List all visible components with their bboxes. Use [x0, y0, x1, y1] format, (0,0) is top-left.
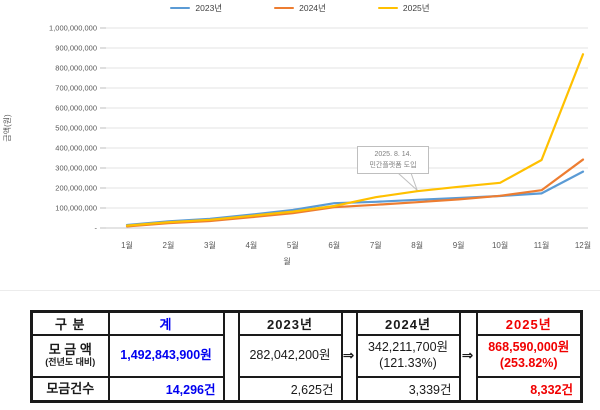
x-axis-tick-label: 12월 [575, 240, 591, 250]
x-axis-tick-label: 9월 [453, 240, 465, 250]
count-2025: 8,332건 [475, 375, 583, 403]
y-axis-tick-label: 800,000,000 [55, 64, 97, 73]
legend-item-2024: 2024년 [274, 2, 326, 14]
y-axis-tick-label: 300,000,000 [55, 164, 97, 173]
header-total: 계 [107, 310, 225, 336]
count-2024: 3,339건 [355, 375, 461, 403]
x-axis-title: 월 [283, 256, 290, 266]
amount-2025-pct: (253.82%) [499, 355, 558, 370]
annotation-callout: 2025. 8. 14. 민간플랫폼 도입 [357, 146, 429, 175]
summary-table-wrap: 구 분 계 2023년 ⇒ 2024년 ⇒ 2025년 모 금 액 (전년도 대… [30, 310, 583, 403]
amount-2024-pct: (121.33%) [379, 355, 437, 370]
x-axis-tick-label: 11월 [534, 240, 550, 250]
amount-2023: 282,042,200원 [237, 333, 343, 378]
gap-column-3: ⇒ [458, 310, 478, 403]
y-axis-tick-label: 700,000,000 [55, 84, 97, 93]
amount-row-label: 모 금 액 (전년도 대비) [30, 333, 110, 378]
series-line-2025년 [125, 53, 585, 227]
annotation-date: 2025. 8. 14. [374, 151, 412, 158]
x-axis-tick-label: 8월 [411, 240, 423, 250]
chart-table-divider [0, 290, 600, 291]
header-category: 구 분 [30, 310, 110, 336]
amount-total: 1,492,843,900원 [107, 333, 225, 378]
annotation-text: 민간플랫폼 도입 [369, 162, 417, 170]
y-axis-tick-label: 200,000,000 [55, 184, 97, 193]
count-row-label: 모금건수 [30, 375, 110, 403]
chart-canvas: - 100,000,000 200,000,000 300,000,000 400,00… [2, 24, 591, 266]
legend-label-2024: 2024년 [299, 3, 326, 13]
x-axis-tick-label: 10월 [492, 240, 508, 250]
annotation-leader-line [410, 172, 418, 191]
header-2025: 2025년 [475, 310, 583, 336]
gap-column-2: ⇒ [340, 310, 358, 403]
legend-dash-2023-icon [170, 6, 191, 10]
series-line-2024년 [125, 158, 585, 228]
y-axis-tick-label: 100,000,000 [55, 204, 97, 213]
header-2023: 2023년 [237, 310, 343, 336]
summary-table: 구 분 계 2023년 ⇒ 2024년 ⇒ 2025년 모 금 액 (전년도 대… [30, 310, 583, 403]
x-axis-tick-label: 4월 [245, 240, 257, 250]
arrow-2023-2024-icon: ⇒ [342, 348, 356, 364]
legend-dash-2025-icon [377, 6, 398, 10]
x-axis-tick-label: 7월 [370, 240, 382, 250]
legend-label-2023: 2023년 [195, 3, 223, 13]
count-2023: 2,625건 [237, 375, 343, 403]
annotation-leader-line [397, 172, 418, 191]
legend-label-2025: 2025년 [402, 3, 430, 13]
y-axis-tick-label: - [95, 224, 98, 233]
x-axis-tick-label: 6월 [328, 240, 340, 250]
x-axis-tick-label: 3월 [204, 240, 216, 250]
x-axis-tick-label: 2월 [163, 240, 175, 250]
count-total: 14,296건 [107, 375, 225, 403]
amount-2024: 342,211,700원 (121.33%) [355, 333, 461, 378]
gap-column-1 [222, 310, 240, 403]
y-axis-tick-label: 400,000,000 [55, 144, 97, 153]
legend-item-2023: 2023년 [170, 2, 222, 14]
y-axis-tick-label: 600,000,000 [55, 104, 97, 113]
x-axis-tick-label: 1월 [121, 240, 133, 250]
series-line-2023년 [125, 170, 585, 227]
header-2024: 2024년 [355, 310, 461, 336]
chart-legend: 2023년 2024년 2025년 [0, 2, 600, 14]
y-axis-tick-label: 1,000,000,000 [49, 24, 97, 33]
legend-dash-2024-icon [274, 6, 295, 10]
arrow-2024-2025-icon: ⇒ [461, 348, 475, 364]
y-axis-tick-label: 500,000,000 [55, 124, 97, 133]
y-axis-title: 금액(원) [2, 114, 12, 142]
legend-item-2025: 2025년 [377, 2, 430, 14]
y-axis-tick-label: 900,000,000 [55, 44, 97, 53]
x-axis-tick-label: 5월 [287, 240, 299, 250]
fundraising-line-chart: - 100,000,000 200,000,000 300,000,000 400,00… [0, 2, 600, 266]
amount-2025: 868,590,000원 (253.82%) [475, 333, 583, 378]
